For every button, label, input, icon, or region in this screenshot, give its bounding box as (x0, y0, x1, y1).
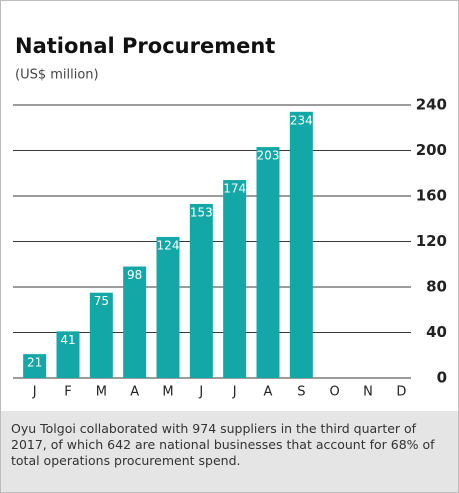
y-tick-label: 0 (437, 369, 447, 387)
x-tick-label: A (130, 385, 139, 400)
bar (89, 292, 113, 378)
value-label: 75 (94, 294, 109, 308)
chart-subtitle: (US$ million) (15, 68, 99, 83)
chart: National Procurement (US$ million) 0 40 80… (13, 34, 447, 400)
x-tick-label: M (96, 385, 107, 400)
x-tick-label: S (297, 385, 305, 400)
value-label: 234 (290, 113, 313, 127)
y-tick-label: 160 (416, 187, 447, 205)
value-label: 124 (157, 238, 180, 252)
bar (56, 331, 80, 378)
chart-title: National Procurement (15, 34, 275, 58)
value-label: 174 (223, 182, 246, 196)
x-tick-label: M (162, 385, 173, 400)
y-tick-label: 240 (416, 96, 447, 114)
bar (23, 354, 47, 378)
value-label: 41 (60, 333, 75, 347)
value-label: 21 (27, 356, 42, 370)
bar (256, 147, 280, 378)
x-tick-label: J (232, 385, 237, 400)
value-label: 203 (257, 149, 280, 163)
x-tick-label: F (64, 385, 71, 400)
x-tick-label: J (32, 385, 37, 400)
x-tick-label: J (198, 385, 203, 400)
y-tick-label: 120 (416, 232, 447, 250)
x-tick-label: O (330, 385, 340, 400)
value-label: 98 (127, 268, 142, 282)
x-tick-label: D (396, 385, 406, 400)
value-label: 153 (190, 205, 213, 219)
bar (189, 203, 213, 378)
bar (289, 111, 313, 378)
footnote: Oyu Tolgoi collaborated with 974 supplie… (1, 411, 458, 492)
y-tick-label: 80 (426, 278, 447, 296)
y-tick-label: 200 (416, 141, 447, 159)
y-tick-label: 40 (426, 323, 447, 341)
bar (223, 180, 247, 378)
bar (123, 266, 147, 378)
bar (156, 236, 180, 378)
x-tick-label: N (363, 385, 373, 400)
x-tick-label: A (264, 385, 273, 400)
